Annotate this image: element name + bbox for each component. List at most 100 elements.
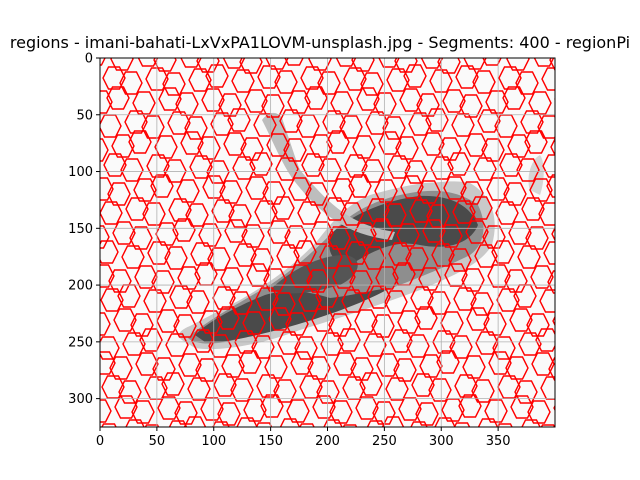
segment-cell (411, 373, 435, 397)
segment-cell (210, 112, 234, 136)
segment-cell (515, 71, 539, 95)
segment-cell (345, 241, 369, 265)
segment-cell (266, 133, 290, 157)
segment-cell (350, 357, 374, 381)
segment-cell (219, 180, 243, 204)
segment-cell (447, 152, 471, 176)
segment-cell (100, 58, 106, 66)
segment-cell (133, 178, 157, 202)
segment-cell (157, 396, 181, 420)
segment-cell (227, 108, 251, 132)
segment-cell (524, 130, 548, 154)
segment-cell (245, 176, 269, 200)
segment-cell (405, 247, 429, 271)
segment-cell (553, 404, 555, 412)
segment-cell (475, 331, 499, 355)
segment-cell (109, 356, 133, 380)
segment-cell (498, 66, 522, 90)
segment-cell (274, 70, 298, 94)
segment-cell (267, 220, 291, 244)
segment-cell (560, 160, 582, 182)
segment-cell (508, 221, 532, 245)
segment-cell (200, 397, 224, 421)
segment-cell (474, 244, 498, 268)
segment-cell (305, 182, 329, 206)
segment-cell (551, 226, 555, 242)
segment-cell (242, 311, 266, 335)
segment-cell (326, 130, 350, 154)
segment-cell (288, 177, 312, 201)
segment-cell (249, 152, 273, 176)
segment-cell (538, 202, 555, 226)
segment-cell (442, 89, 466, 113)
segment-cell (531, 352, 555, 376)
segment-cell (482, 225, 506, 249)
segment-cell (410, 421, 428, 427)
segment-cell (304, 86, 328, 110)
x-tick-label: 250 (372, 434, 397, 449)
segment-cell (173, 314, 197, 338)
segment-cell (366, 198, 390, 222)
segment-cell (499, 153, 523, 177)
segment-cell (207, 247, 231, 271)
segment-cell (477, 109, 501, 133)
segment-cell (437, 58, 461, 74)
segment-cell (257, 65, 281, 89)
segment-cell (419, 354, 443, 378)
segment-cell (416, 93, 440, 117)
segment-cell (563, 421, 585, 443)
segment-cell (430, 156, 454, 180)
segment-cell (372, 401, 396, 425)
segment-cell (328, 313, 352, 337)
segment-cell (554, 97, 555, 101)
segment-cell (540, 424, 555, 427)
segment-cell (370, 218, 394, 242)
segment-cell (521, 419, 541, 427)
segment-cell (354, 309, 378, 333)
segment-cell (178, 353, 202, 377)
segment-cell (124, 110, 148, 134)
segment-cell (333, 352, 357, 376)
segment-cell (164, 246, 188, 270)
segment-cell (509, 308, 533, 332)
segment-cell (137, 58, 159, 67)
segment-cell (103, 153, 127, 177)
segment-cell (100, 288, 124, 312)
gridlines (100, 58, 555, 427)
segment-cell (230, 378, 254, 402)
segment-cell (400, 175, 424, 199)
segment-cell (526, 313, 550, 337)
segment-cell (299, 375, 323, 399)
segment-cell (141, 115, 165, 139)
x-tick-label: 300 (429, 434, 454, 449)
segment-cell (216, 306, 240, 330)
segment-cell (111, 134, 135, 158)
segment-cell (378, 58, 400, 68)
segment-cell (414, 306, 438, 330)
segment-cell (132, 91, 156, 115)
segment-cell (112, 221, 136, 245)
segment-cell (332, 265, 356, 289)
segment-cell (262, 181, 286, 205)
segment-cell (417, 180, 441, 204)
segment-cell (146, 154, 170, 178)
segment-cell (205, 64, 229, 88)
segment-cell (375, 266, 399, 290)
shoe-silhouette (179, 112, 544, 350)
segment-cell (339, 115, 363, 139)
segment-cell (408, 112, 432, 136)
segment-cell (410, 286, 434, 310)
segment-cell (535, 328, 555, 352)
segment-cell (463, 58, 487, 70)
segment-cell (485, 90, 509, 114)
segment-cell (389, 329, 413, 353)
segment-cell (268, 307, 292, 331)
segment-cell (550, 137, 555, 157)
segment-cell (528, 91, 552, 115)
segment-cell (183, 416, 207, 427)
segment-cell (255, 287, 279, 311)
segment-cell (119, 71, 143, 95)
segment-cell (462, 355, 486, 379)
x-tick-label: 200 (315, 434, 340, 449)
